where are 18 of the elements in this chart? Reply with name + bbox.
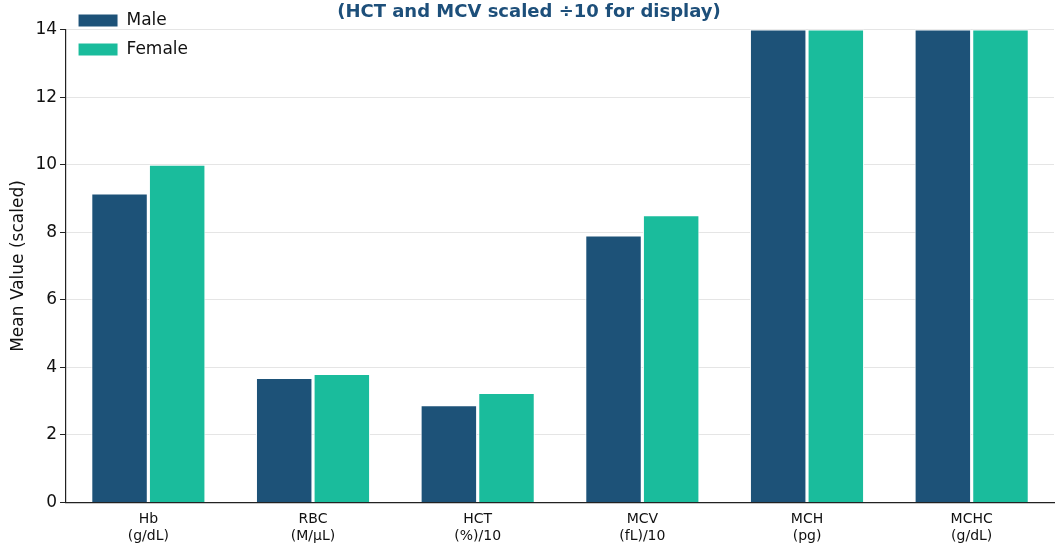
x-tick-label: RBC (M/µL) <box>290 510 336 544</box>
y-tick-label: 2 <box>46 423 58 444</box>
y-tick-label: 4 <box>46 355 58 376</box>
x-tick-label: Hb (g/dL) <box>127 510 169 544</box>
legend-label: Female <box>126 37 188 58</box>
y-tick-label: 12 <box>35 85 58 106</box>
y-tick-label: 10 <box>35 153 58 174</box>
x-tick-label: MCHC (g/dL) <box>950 510 993 544</box>
y-tick-label: 0 <box>46 490 58 511</box>
y-tick-label: 6 <box>46 288 58 309</box>
x-tick-label: HCT (%)/10 <box>454 510 502 544</box>
y-tick-label: 14 <box>35 18 58 39</box>
legend-label: Male <box>126 8 167 29</box>
y-tick-label: 8 <box>46 220 58 241</box>
chart-subtitle: (HCT and MCV scaled ÷10 for display) <box>337 0 721 22</box>
y-axis-title: Mean Value (scaled) <box>6 180 27 352</box>
x-tick-label: MCV (fL)/10 <box>619 510 666 544</box>
x-tick-label: MCH (pg) <box>790 510 824 544</box>
